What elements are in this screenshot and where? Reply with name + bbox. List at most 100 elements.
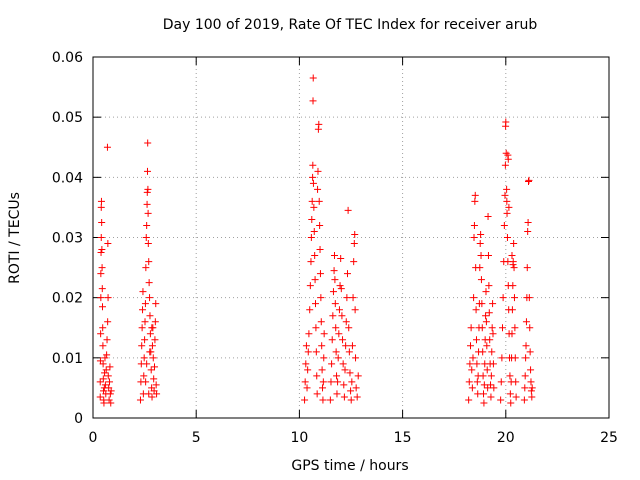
data-point [313, 372, 321, 380]
data-point [328, 360, 336, 368]
data-point [143, 200, 151, 208]
data-point [347, 387, 355, 395]
data-point [309, 97, 317, 105]
data-point [107, 399, 115, 407]
data-point [311, 276, 319, 284]
data-point [478, 324, 486, 332]
data-point [103, 143, 111, 151]
data-point [104, 318, 112, 326]
data-point [482, 312, 490, 320]
data-point [334, 354, 342, 362]
y-tick-label: 0.03 [52, 231, 83, 247]
data-point [319, 396, 327, 404]
y-tick-label: 0.02 [52, 291, 83, 307]
data-point [143, 188, 151, 196]
data-point [348, 378, 356, 386]
data-point [490, 384, 498, 392]
data-point [146, 348, 154, 356]
data-point [468, 384, 476, 392]
data-point [101, 369, 109, 377]
data-point [480, 381, 488, 389]
data-point [343, 294, 351, 302]
data-point [522, 342, 530, 350]
data-point [476, 240, 484, 248]
data-point [345, 348, 353, 356]
data-point [100, 399, 108, 407]
data-point [148, 324, 156, 332]
data-point [327, 378, 335, 386]
data-point [465, 378, 473, 386]
data-point [506, 372, 514, 380]
data-point [347, 396, 355, 404]
data-point [306, 306, 314, 314]
data-point [98, 246, 106, 254]
data-point [527, 378, 535, 386]
data-point [503, 234, 511, 241]
data-point [485, 309, 493, 317]
data-point [104, 294, 112, 302]
data-point [522, 354, 530, 362]
data-point [524, 218, 532, 226]
data-point [352, 354, 360, 362]
data-point [303, 384, 311, 392]
data-point [503, 209, 511, 217]
data-point [96, 378, 104, 386]
data-point [470, 221, 478, 229]
data-point [310, 227, 318, 235]
data-point [315, 120, 323, 128]
data-point [470, 234, 478, 241]
data-point [312, 348, 320, 356]
data-point [301, 396, 309, 404]
data-point [104, 372, 112, 380]
data-point [471, 197, 479, 205]
data-point [473, 360, 481, 368]
data-point [467, 324, 475, 332]
data-point [479, 372, 487, 380]
data-point [145, 258, 153, 266]
data-point [336, 282, 344, 290]
data-point [151, 363, 159, 371]
data-point [101, 381, 109, 389]
data-point [484, 384, 492, 392]
data-point [313, 390, 321, 398]
data-point [334, 378, 342, 386]
data-point [97, 249, 105, 257]
data-point [501, 161, 509, 169]
data-point [487, 381, 495, 389]
data-point [498, 324, 506, 332]
data-point [314, 185, 322, 193]
data-point [526, 324, 534, 332]
data-point [333, 390, 341, 398]
data-point [483, 342, 491, 350]
data-point [483, 366, 491, 374]
data-point [501, 191, 509, 199]
data-point [102, 366, 110, 374]
data-point [341, 366, 349, 374]
data-point [138, 324, 146, 332]
data-point [302, 342, 310, 350]
data-point [329, 288, 337, 296]
data-point [510, 264, 518, 272]
data-point [320, 354, 328, 362]
data-point [484, 212, 492, 220]
data-point [301, 378, 309, 386]
data-point [144, 240, 152, 248]
data-point [320, 330, 328, 338]
data-point [144, 185, 152, 193]
data-point [141, 336, 149, 344]
data-point [504, 155, 512, 163]
data-point [97, 234, 105, 241]
data-point [304, 348, 312, 356]
data-point [311, 300, 319, 308]
data-point [97, 197, 105, 205]
data-point [508, 252, 516, 260]
data-point [512, 378, 520, 386]
data-point [142, 378, 150, 386]
data-point [143, 167, 151, 175]
data-point [528, 384, 536, 392]
data-point [330, 267, 338, 275]
x-tick-label: 0 [89, 430, 98, 446]
axis-ticks: 0 0.01 0.02 0.03 0.04 0.05 0.06 0 5 10 15 20 25 [52, 50, 618, 446]
data-point [106, 363, 114, 371]
